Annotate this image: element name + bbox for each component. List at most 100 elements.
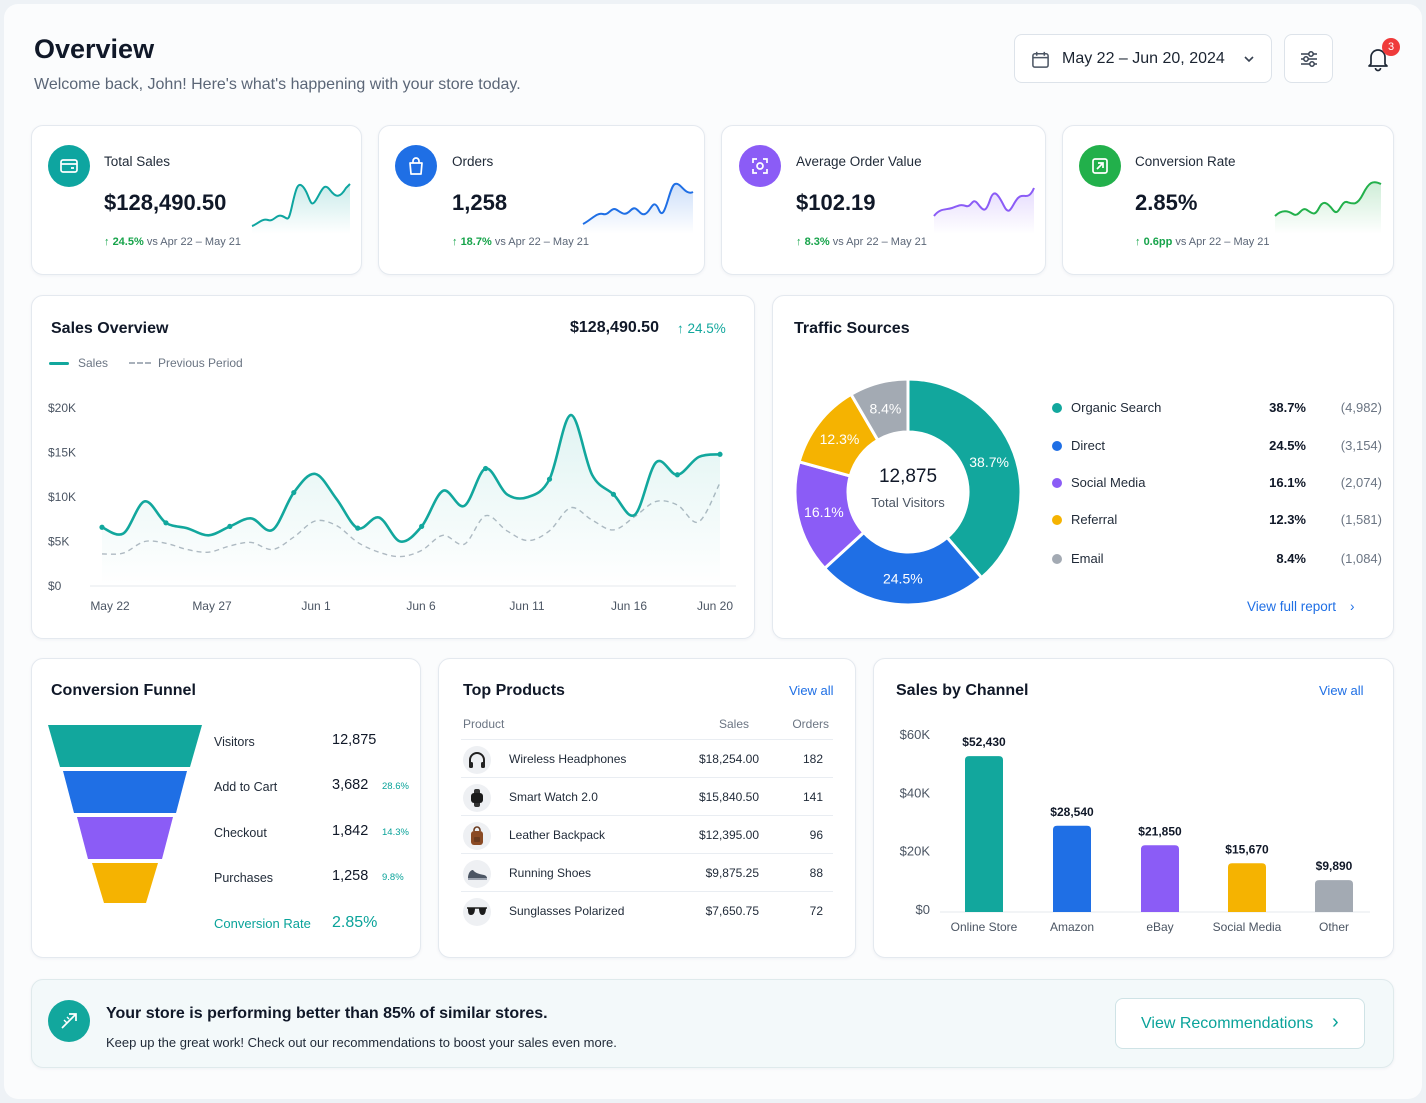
kpi-delta: ↑ 0.6pp vs Apr 22 – May 21 [1135,236,1270,248]
y-tick-label: $10K [48,490,76,504]
kpi-card-conversion[interactable]: Conversion Rate 2.85% ↑ 0.6pp vs Apr 22 … [1062,125,1394,275]
legend-dot [1052,403,1062,413]
bar-value-label: $9,890 [1316,859,1353,873]
x-category-label: eBay [1146,920,1173,934]
sales-data-point [717,451,723,457]
legend-dot [1052,515,1062,525]
funnel-row: Add to Cart 3,682 28.6% [214,777,409,794]
dashboard-page: Overview Welcome back, John! Here's what… [4,4,1422,1099]
bar-value-label: $21,850 [1138,824,1182,838]
traffic-donut-chart[interactable]: 38.7% 24.5% 16.1% 12.3% 8.4% [773,296,1043,640]
donut-slice [906,377,1023,580]
legend-dot [1052,554,1062,564]
x-tick-label: May 22 [90,599,130,613]
performance-banner: Your store is performing better than 85%… [31,979,1394,1068]
col-header-sales: Sales [718,717,749,731]
y-tick-label: $0 [48,579,62,593]
y-tick-label: $15K [48,446,76,460]
sales-channel-view-all[interactable]: View all [1319,683,1364,698]
sales-data-point [674,472,680,478]
x-tick-label: Jun 1 [301,599,331,613]
funnel-stage-add-to-cart [63,771,187,813]
filter-button[interactable] [1284,34,1333,83]
y-tick-label: $40K [900,785,931,800]
table-row[interactable]: Wireless Headphones $18,254.00 182 [461,739,833,777]
sales-overview-title: Sales Overview [51,320,169,337]
channel-bar [1053,825,1091,912]
date-range-picker[interactable]: May 22 – Jun 20, 2024 [1014,34,1272,83]
y-tick-label: $20K [900,844,931,859]
notifications-button[interactable]: 3 [1362,38,1400,76]
kpi-delta: ↑ 18.7% vs Apr 22 – May 21 [452,236,589,248]
view-recommendations-button[interactable]: View Recommendations › [1115,998,1365,1049]
x-category-label: Social Media [1213,920,1282,934]
sales-by-channel-card: Sales by Channel View all $0 $20K $40K $60K… [873,658,1394,958]
kpi-card-total-sales[interactable]: Total Sales $128,490.50 ↑ 24.5% vs Apr 2… [31,125,362,275]
donut-center-label: Total Visitors [871,495,945,510]
sales-data-point [355,525,361,531]
sales-data-point [419,523,425,529]
sales-channel-bar-chart[interactable]: $0 $20K $40K $60K $52,430 Online Store $28,540… [874,659,1395,959]
table-row[interactable]: Sunglasses Polarized $7,650.75 72 [461,891,833,929]
funnel-stage-checkout [77,817,173,859]
funnel-stage-purchases [92,863,158,903]
traffic-legend-row: Direct 24.5% (3,154) [1052,436,1382,456]
conversion-icon [1079,145,1121,187]
view-full-report-link[interactable]: View full report › [1247,599,1355,614]
sales-overview-total: $128,490.50 [570,319,659,336]
traffic-title: Traffic Sources [794,320,910,337]
funnel-rate-value: 2.85% [332,914,378,931]
x-tick-label: Jun 6 [406,599,436,613]
kpi-value: $128,490.50 [104,190,227,215]
sales-data-point [99,524,105,530]
kpi-card-aov[interactable]: Average Order Value $102.19 ↑ 8.3% vs Ap… [721,125,1046,275]
bar-value-label: $15,670 [1225,842,1269,856]
series-sales-area [102,415,720,586]
sparkline-total-sales [251,183,351,234]
donut-slice-label: 8.4% [869,400,901,416]
notification-badge: 3 [1382,38,1400,56]
sparkline-aov [933,187,1035,234]
kpi-label: Orders [452,154,494,169]
sales-data-point [291,489,297,496]
table-row[interactable]: Running Shoes $9,875.25 88 [461,853,833,891]
funnel-stage-visitors [48,725,202,767]
bell-icon [1368,49,1388,72]
kpi-value: 2.85% [1135,190,1198,215]
chevron-right-icon: › [1332,1011,1339,1033]
traffic-sources-card: Traffic Sources 38.7% 24.5% 16.1% 12.3% 8.4%… [772,295,1394,639]
traffic-legend-row: Email 8.4% (1,084) [1052,549,1382,569]
page-title: Overview [34,34,155,64]
legend-dot [1052,478,1062,488]
donut-slice-label: 12.3% [820,431,860,447]
legend-sales-swatch [49,362,69,365]
kpi-card-orders[interactable]: Orders 1,258 ↑ 18.7% vs Apr 22 – May 21 [378,125,705,275]
legend-prev-swatch [129,362,151,364]
legend-dot [1052,441,1062,451]
donut-slice [849,377,910,443]
table-row[interactable]: Leather Backpack $12,395.00 96 [461,815,833,853]
col-header-orders: Orders [792,717,829,731]
channel-bar [1228,863,1266,912]
top-products-view-all[interactable]: View all [789,683,834,698]
funnel-rate-label: Conversion Rate [214,916,311,931]
y-tick-label: $60K [900,727,931,742]
legend-sales-label: Sales [78,356,109,370]
traffic-legend-row: Referral 12.3% (1,581) [1052,510,1382,530]
x-category-label: Online Store [951,920,1018,934]
headphones-icon [463,746,491,774]
funnel-title: Conversion Funnel [51,682,196,699]
sales-line-chart[interactable]: $0 $5K $10K $15K $20K May 22 May 27 Jun 1 Jun 6 J… [32,296,756,640]
backpack-icon [463,822,491,850]
sales-data-point [227,523,233,529]
banner-text: Keep up the great work! Check out our re… [106,1035,617,1050]
sparkline-orders [582,182,694,234]
kpi-label: Average Order Value [796,154,922,169]
donut-slice-label: 38.7% [969,454,1009,470]
x-tick-label: May 27 [192,599,232,613]
calendar-icon [1032,51,1049,68]
channel-bar [1141,845,1179,912]
table-row[interactable]: Smart Watch 2.0 $15,840.50 141 [461,777,833,815]
funnel-graphic [48,725,202,903]
shoe-icon [463,860,491,888]
